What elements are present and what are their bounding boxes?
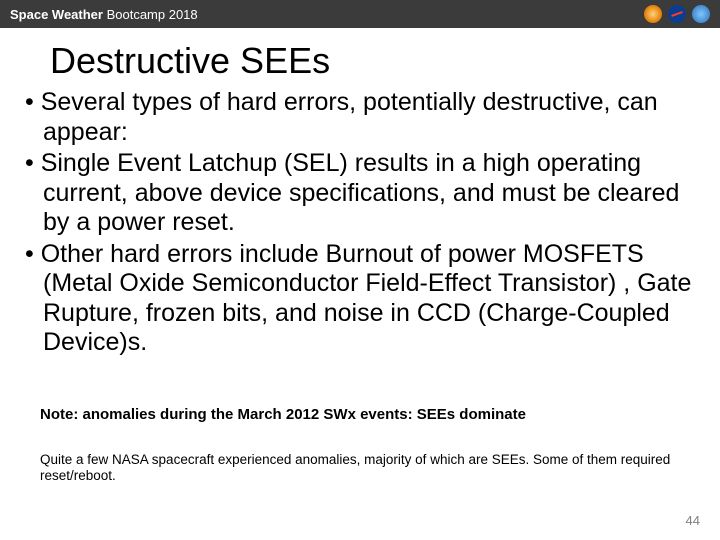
bullet-item: • Other hard errors include Burnout of p… [25,240,695,358]
bullet-item: • Single Event Latchup (SEL) results in … [25,149,695,238]
note-heading: Note: anomalies during the March 2012 SW… [40,406,680,424]
header-title-rest: Bootcamp 2018 [103,7,198,22]
nasa-icon [668,5,686,23]
nsf-icon [692,5,710,23]
sun-icon [644,5,662,23]
header-bar: Space Weather Bootcamp 2018 [0,0,720,28]
page-number: 44 [686,513,700,528]
slide-container: Space Weather Bootcamp 2018 Destructive … [0,0,720,540]
header-logos [644,5,710,23]
note-body: Quite a few NASA spacecraft experienced … [40,452,680,484]
slide-body: • Several types of hard errors, potentia… [25,88,695,360]
header-title-bold: Space Weather [10,7,103,22]
slide-title: Destructive SEEs [50,40,330,82]
header-title: Space Weather Bootcamp 2018 [10,7,198,22]
bullet-item: • Several types of hard errors, potentia… [25,88,695,147]
